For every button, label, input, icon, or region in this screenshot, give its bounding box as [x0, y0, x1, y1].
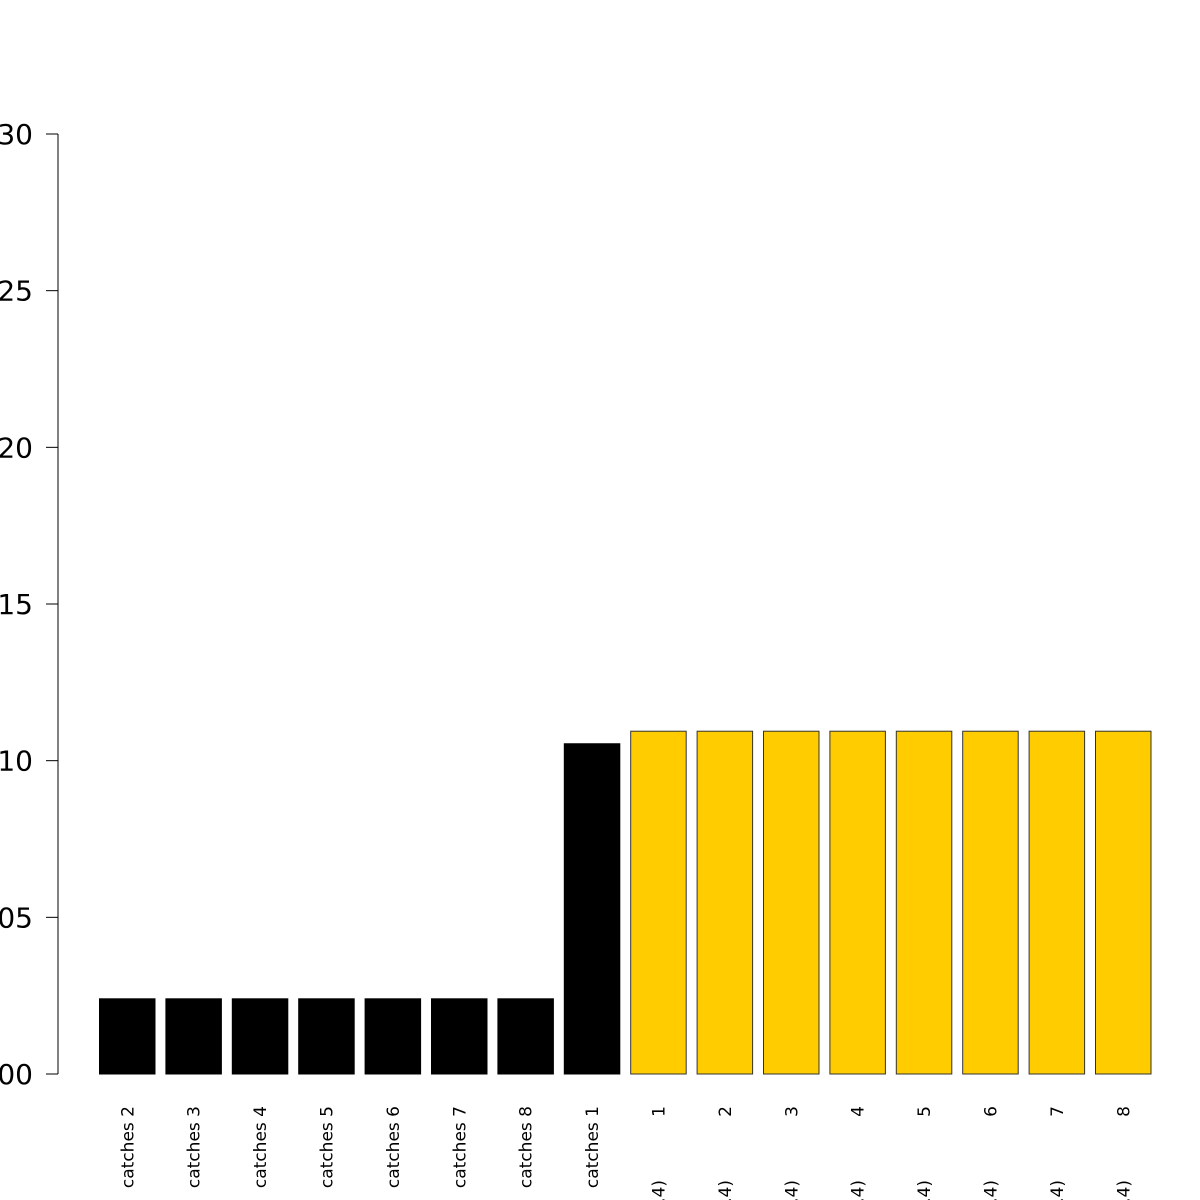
bar	[165, 998, 222, 1075]
x-tick-label: catches 3	[185, 1106, 205, 1188]
bar	[1095, 730, 1152, 1075]
x-tick-label: 7 .4)	[1048, 1106, 1068, 1200]
x-tick-label: catches 1	[583, 1106, 603, 1188]
x-tick-label-line2: .4)	[849, 1180, 869, 1200]
bar	[431, 998, 488, 1075]
x-tick-label: 8 .4)	[1114, 1106, 1134, 1200]
bars	[99, 730, 1152, 1075]
x-tick-label-line2: .4)	[981, 1180, 1001, 1200]
bar	[1028, 730, 1086, 1075]
y-tick-label: 15	[0, 588, 33, 621]
x-tick-label: 1 .4)	[649, 1106, 669, 1200]
x-tick-label-line1: catches 2	[118, 1106, 138, 1188]
bar	[895, 730, 953, 1075]
x-tick-label-line2: .4)	[915, 1180, 935, 1200]
y-tick-label: 00	[0, 1058, 33, 1091]
y-tick-label: 10	[0, 745, 33, 778]
x-tick-label: 2 .4)	[716, 1106, 736, 1200]
x-tick-label-line1: catches 3	[185, 1106, 205, 1188]
y-tick-label: 05	[0, 901, 33, 934]
x-tick-label-line1: catches 8	[517, 1106, 537, 1188]
x-tick-label-line1: 7	[1048, 1106, 1068, 1117]
x-tick-label-line1: catches 5	[317, 1106, 337, 1188]
x-tick-label-line1: 8	[1114, 1106, 1134, 1117]
x-tick-label-line2: .4)	[1048, 1180, 1068, 1200]
x-tick-label-line1: 4	[849, 1106, 869, 1117]
x-tick-label-line1: 1	[649, 1106, 669, 1117]
y-tick-label: 25	[0, 275, 33, 308]
x-tick-label: catches 7	[450, 1106, 470, 1188]
bar	[364, 998, 422, 1075]
y-tick-label: 20	[0, 431, 33, 464]
bar	[630, 730, 687, 1075]
bar	[696, 730, 754, 1075]
x-tick-label-line1: 6	[981, 1106, 1001, 1117]
x-axis-labels: catches 2 catches 3 catches 4 catches 5 catc…	[118, 1106, 1134, 1200]
bar	[497, 998, 554, 1075]
x-tick-label-line1: catches 6	[384, 1106, 404, 1188]
x-tick-label: catches 4	[251, 1106, 271, 1188]
y-tick-label: 30	[0, 118, 33, 151]
x-tick-label: catches 6	[384, 1106, 404, 1188]
x-tick-label-line2: .4)	[782, 1180, 802, 1200]
x-tick-label: catches 8	[517, 1106, 537, 1188]
x-tick-label-line1: catches 1	[583, 1106, 603, 1188]
x-tick-label-line2: .4)	[1114, 1180, 1134, 1200]
x-tick-label: 3 .4)	[782, 1106, 802, 1200]
x-tick-label: 4 .4)	[849, 1106, 869, 1200]
bar	[298, 998, 355, 1075]
x-tick-label-line1: catches 4	[251, 1106, 271, 1188]
x-tick-label-line1: 5	[915, 1106, 935, 1117]
bar	[763, 730, 820, 1075]
bar	[231, 998, 289, 1075]
x-tick-label-line2: .4)	[716, 1180, 736, 1200]
x-tick-label: 5 .4)	[915, 1106, 935, 1200]
x-tick-label-line1: 2	[716, 1106, 736, 1117]
x-tick-label: catches 5	[317, 1106, 337, 1188]
y-axis: 00 05 10 15 20 25 30	[0, 118, 59, 1091]
x-tick-label-line1: catches 7	[450, 1106, 470, 1188]
bar	[99, 998, 156, 1075]
x-tick-label-line1: 3	[782, 1106, 802, 1117]
bar	[829, 730, 886, 1075]
x-tick-label: catches 2	[118, 1106, 138, 1188]
bar	[962, 730, 1019, 1075]
x-tick-label-line2: .4)	[649, 1180, 669, 1200]
x-tick-label: 6 .4)	[981, 1106, 1001, 1200]
bar	[563, 743, 621, 1075]
